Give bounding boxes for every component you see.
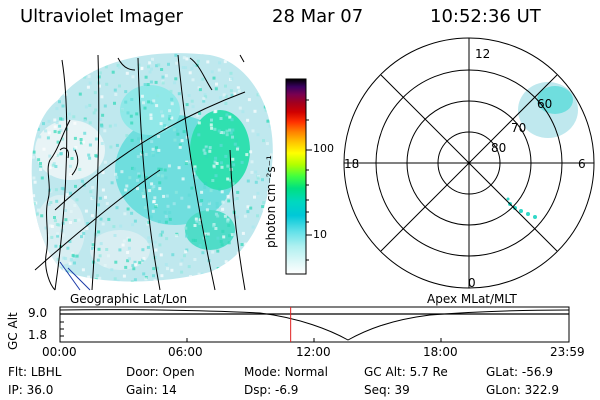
filter-field: Flt: LBHL (8, 365, 62, 379)
timeline-xtick: 12:00 (296, 345, 331, 359)
mode-field: Mode: Normal (244, 365, 328, 379)
timeline-ytick-low: 1.8 (28, 328, 48, 342)
instrument-title: Ultraviolet Imager (20, 6, 183, 27)
door-field: Door: Open (126, 365, 195, 379)
dsp-field: Dsp: -6.9 (244, 383, 299, 397)
colorbar-tick-10: 10 (313, 228, 327, 241)
mlat-label-80: 80 (491, 141, 507, 155)
timeline-ylabel: GC Alt (6, 312, 20, 350)
observation-date: 28 Mar 07 (272, 6, 364, 27)
mlt-label-dawn: 6 (578, 157, 586, 171)
mlt-label-dusk: 18 (344, 157, 360, 171)
glat-field: GLat: -56.9 (486, 365, 553, 379)
timeline-xtick: 00:00 (42, 345, 77, 359)
apex-panel-label: Apex MLat/MLT (427, 292, 517, 306)
timeline-xtick: 23:59 (550, 345, 585, 359)
colorbar-unit-label: photon cm⁻²s⁻¹ (264, 155, 278, 248)
timeline-ytick-high: 9.0 (28, 306, 48, 320)
colorbar-tick-100: 100 (313, 142, 334, 155)
timeline-xtick: 18:00 (423, 345, 458, 359)
polar-plot (343, 37, 595, 289)
mlat-label-70: 70 (511, 121, 527, 135)
mlt-label-midnight: 0 (468, 276, 476, 290)
mlt-label-noon: 12 (475, 47, 491, 61)
colorbar (285, 78, 312, 275)
geographic-image (31, 53, 273, 291)
gc-alt-field: GC Alt: 5.7 Re (364, 365, 448, 379)
geographic-panel-label: Geographic Lat/Lon (70, 292, 188, 306)
seq-field: Seq: 39 (364, 383, 410, 397)
observation-time: 10:52:36 UT (430, 6, 541, 27)
mlat-label-60: 60 (537, 97, 553, 111)
glon-field: GLon: 322.9 (486, 383, 559, 397)
ip-field: IP: 36.0 (8, 383, 54, 397)
gain-field: Gain: 14 (126, 383, 177, 397)
timeline-plot (59, 306, 570, 343)
timeline-xtick: 06:00 (168, 345, 203, 359)
